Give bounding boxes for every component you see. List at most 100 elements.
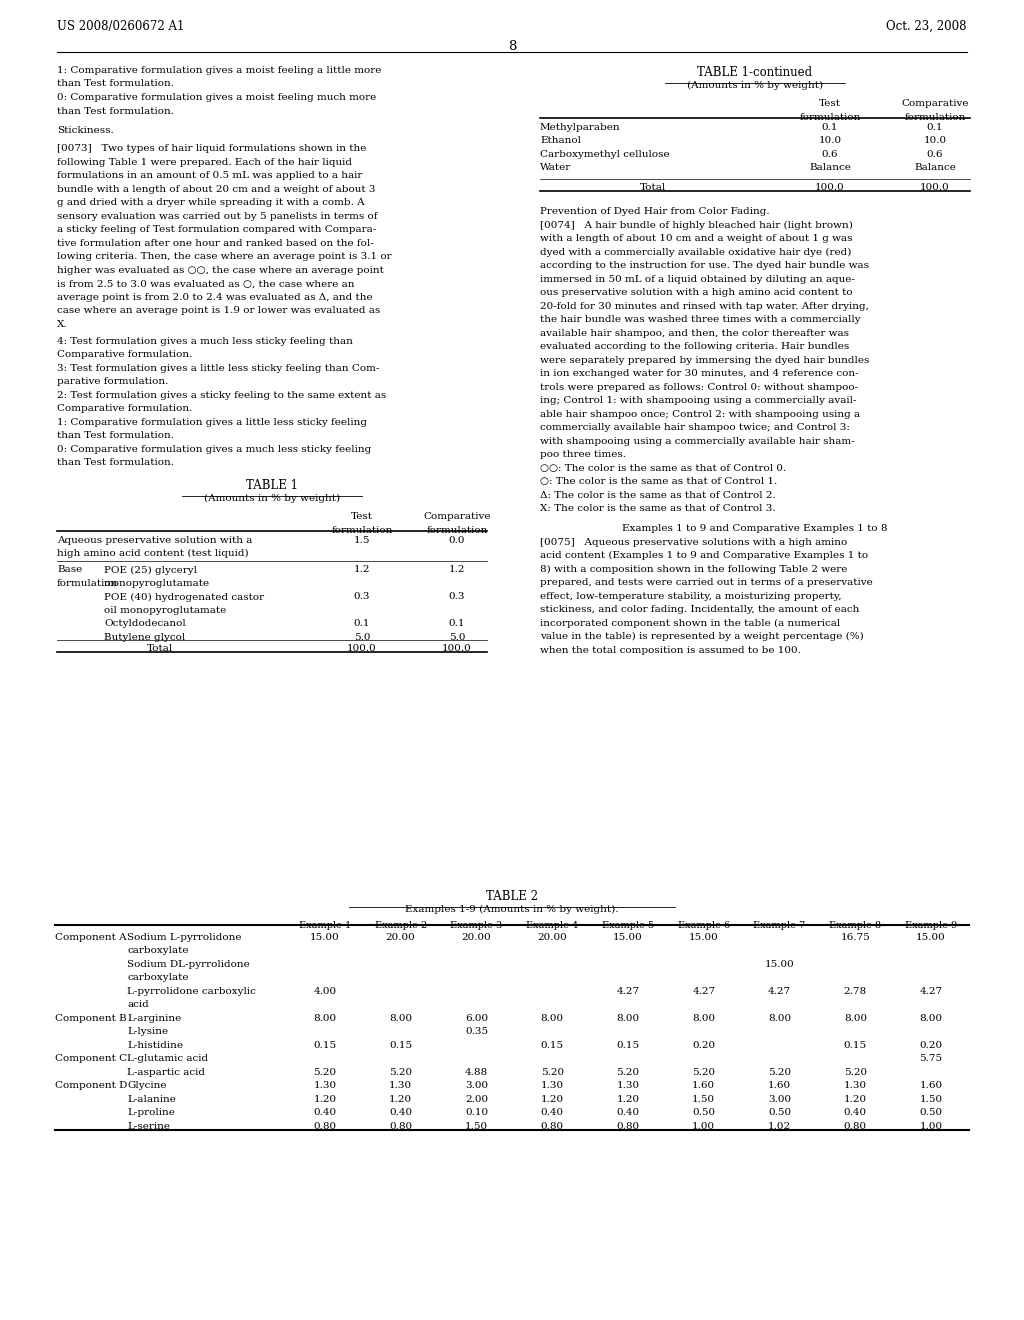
Text: average point is from 2.0 to 2.4 was evaluated as Δ, and the: average point is from 2.0 to 2.4 was eva… bbox=[57, 293, 373, 302]
Text: effect, low-temperature stability, a moisturizing property,: effect, low-temperature stability, a moi… bbox=[540, 591, 842, 601]
Text: 0.40: 0.40 bbox=[389, 1107, 413, 1117]
Text: Carboxymethyl cellulose: Carboxymethyl cellulose bbox=[540, 149, 670, 158]
Text: were separately prepared by immersing the dyed hair bundles: were separately prepared by immersing th… bbox=[540, 355, 869, 364]
Text: 0.35: 0.35 bbox=[465, 1027, 488, 1036]
Text: 100.0: 100.0 bbox=[442, 644, 472, 653]
Text: acid content (Examples 1 to 9 and Comparative Examples 1 to: acid content (Examples 1 to 9 and Compar… bbox=[540, 552, 868, 561]
Text: case where an average point is 1.9 or lower was evaluated as: case where an average point is 1.9 or lo… bbox=[57, 306, 380, 315]
Text: 15.00: 15.00 bbox=[765, 960, 795, 969]
Text: formulation: formulation bbox=[904, 112, 966, 121]
Text: TABLE 1-continued: TABLE 1-continued bbox=[697, 66, 813, 79]
Text: Comparative: Comparative bbox=[901, 99, 969, 108]
Text: 0.20: 0.20 bbox=[920, 1040, 943, 1049]
Text: 0.15: 0.15 bbox=[541, 1040, 564, 1049]
Text: Aqueous preservative solution with a: Aqueous preservative solution with a bbox=[57, 536, 252, 545]
Text: Glycine: Glycine bbox=[127, 1081, 167, 1090]
Text: 0.15: 0.15 bbox=[389, 1040, 413, 1049]
Text: 20-fold for 30 minutes and rinsed with tap water. After drying,: 20-fold for 30 minutes and rinsed with t… bbox=[540, 301, 869, 310]
Text: L-pyrrolidone carboxylic: L-pyrrolidone carboxylic bbox=[127, 986, 256, 995]
Text: carboxylate: carboxylate bbox=[127, 946, 188, 956]
Text: 4.88: 4.88 bbox=[465, 1068, 488, 1077]
Text: 5.20: 5.20 bbox=[389, 1068, 413, 1077]
Text: 3.00: 3.00 bbox=[465, 1081, 488, 1090]
Text: than Test formulation.: than Test formulation. bbox=[57, 107, 174, 116]
Text: 8.00: 8.00 bbox=[616, 1014, 640, 1023]
Text: L-proline: L-proline bbox=[127, 1107, 175, 1117]
Text: 0: Comparative formulation gives a much less sticky feeling: 0: Comparative formulation gives a much … bbox=[57, 445, 372, 454]
Text: L-arginine: L-arginine bbox=[127, 1014, 181, 1023]
Text: formulations in an amount of 0.5 mL was applied to a hair: formulations in an amount of 0.5 mL was … bbox=[57, 172, 362, 181]
Text: 3: Test formulation gives a little less sticky feeling than Com-: 3: Test formulation gives a little less … bbox=[57, 364, 379, 372]
Text: 8.00: 8.00 bbox=[692, 1014, 716, 1023]
Text: 2.78: 2.78 bbox=[844, 986, 867, 995]
Text: 20.00: 20.00 bbox=[462, 932, 492, 941]
Text: Example 4: Example 4 bbox=[526, 921, 579, 931]
Text: [0073]   Two types of hair liquid formulations shown in the: [0073] Two types of hair liquid formulat… bbox=[57, 144, 367, 153]
Text: Base: Base bbox=[57, 565, 82, 574]
Text: formulation: formulation bbox=[800, 112, 861, 121]
Text: Sodium DL-pyrrolidone: Sodium DL-pyrrolidone bbox=[127, 960, 250, 969]
Text: 0.1: 0.1 bbox=[449, 619, 465, 628]
Text: 0.50: 0.50 bbox=[692, 1107, 716, 1117]
Text: X.: X. bbox=[57, 319, 68, 329]
Text: sensory evaluation was carried out by 5 panelists in terms of: sensory evaluation was carried out by 5 … bbox=[57, 211, 378, 220]
Text: L-histidine: L-histidine bbox=[127, 1040, 183, 1049]
Text: Methylparaben: Methylparaben bbox=[540, 123, 621, 132]
Text: 5.20: 5.20 bbox=[692, 1068, 716, 1077]
Text: following Table 1 were prepared. Each of the hair liquid: following Table 1 were prepared. Each of… bbox=[57, 158, 352, 166]
Text: 1.60: 1.60 bbox=[692, 1081, 716, 1090]
Text: 3.00: 3.00 bbox=[768, 1094, 792, 1104]
Text: Example 3: Example 3 bbox=[451, 921, 503, 931]
Text: 0.50: 0.50 bbox=[768, 1107, 792, 1117]
Text: 5.75: 5.75 bbox=[920, 1055, 943, 1063]
Text: carboxylate: carboxylate bbox=[127, 973, 188, 982]
Text: 4.27: 4.27 bbox=[692, 986, 716, 995]
Text: X: The color is the same as that of Control 3.: X: The color is the same as that of Cont… bbox=[540, 504, 775, 513]
Text: L-glutamic acid: L-glutamic acid bbox=[127, 1055, 208, 1063]
Text: 0.6: 0.6 bbox=[927, 149, 943, 158]
Text: 1.2: 1.2 bbox=[353, 565, 371, 574]
Text: 4.27: 4.27 bbox=[920, 986, 943, 995]
Text: higher was evaluated as ○○, the case where an average point: higher was evaluated as ○○, the case whe… bbox=[57, 265, 384, 275]
Text: 8.00: 8.00 bbox=[920, 1014, 943, 1023]
Text: Prevention of Dyed Hair from Color Fading.: Prevention of Dyed Hair from Color Fadin… bbox=[540, 207, 770, 216]
Text: 8) with a composition shown in the following Table 2 were: 8) with a composition shown in the follo… bbox=[540, 565, 848, 574]
Text: Component A: Component A bbox=[55, 932, 127, 941]
Text: 0.1: 0.1 bbox=[821, 123, 839, 132]
Text: in ion exchanged water for 30 minutes, and 4 reference con-: in ion exchanged water for 30 minutes, a… bbox=[540, 370, 859, 378]
Text: 8.00: 8.00 bbox=[541, 1014, 564, 1023]
Text: 0.80: 0.80 bbox=[389, 1122, 413, 1130]
Text: Example 2: Example 2 bbox=[375, 921, 427, 931]
Text: 8.00: 8.00 bbox=[768, 1014, 792, 1023]
Text: 0.20: 0.20 bbox=[692, 1040, 716, 1049]
Text: 0.1: 0.1 bbox=[353, 619, 371, 628]
Text: Δ: The color is the same as that of Control 2.: Δ: The color is the same as that of Cont… bbox=[540, 491, 776, 499]
Text: incorporated component shown in the table (a numerical: incorporated component shown in the tabl… bbox=[540, 619, 841, 628]
Text: 100.0: 100.0 bbox=[347, 644, 377, 653]
Text: able hair shampoo once; Control 2: with shampooing using a: able hair shampoo once; Control 2: with … bbox=[540, 409, 860, 418]
Text: 1: Comparative formulation gives a moist feeling a little more: 1: Comparative formulation gives a moist… bbox=[57, 66, 381, 75]
Text: evaluated according to the following criteria. Hair bundles: evaluated according to the following cri… bbox=[540, 342, 849, 351]
Text: 0.40: 0.40 bbox=[313, 1107, 337, 1117]
Text: 1.50: 1.50 bbox=[692, 1094, 716, 1104]
Text: POE (40) hydrogenated castor: POE (40) hydrogenated castor bbox=[104, 593, 264, 602]
Text: 10.0: 10.0 bbox=[924, 136, 946, 145]
Text: 8.00: 8.00 bbox=[389, 1014, 413, 1023]
Text: 0.3: 0.3 bbox=[353, 593, 371, 602]
Text: 1.30: 1.30 bbox=[389, 1081, 413, 1090]
Text: 1.30: 1.30 bbox=[616, 1081, 640, 1090]
Text: 0.15: 0.15 bbox=[313, 1040, 337, 1049]
Text: 5.20: 5.20 bbox=[541, 1068, 564, 1077]
Text: Examples 1-9 (Amounts in % by weight).: Examples 1-9 (Amounts in % by weight). bbox=[406, 904, 618, 913]
Text: 6.00: 6.00 bbox=[465, 1014, 488, 1023]
Text: (Amounts in % by weight): (Amounts in % by weight) bbox=[204, 494, 340, 503]
Text: acid: acid bbox=[127, 1001, 148, 1008]
Text: L-lysine: L-lysine bbox=[127, 1027, 168, 1036]
Text: L-alanine: L-alanine bbox=[127, 1094, 176, 1104]
Text: 15.00: 15.00 bbox=[916, 932, 946, 941]
Text: POE (25) glyceryl: POE (25) glyceryl bbox=[104, 565, 197, 574]
Text: 8.00: 8.00 bbox=[313, 1014, 337, 1023]
Text: Comparative formulation.: Comparative formulation. bbox=[57, 350, 193, 359]
Text: 15.00: 15.00 bbox=[689, 932, 719, 941]
Text: 0.3: 0.3 bbox=[449, 593, 465, 602]
